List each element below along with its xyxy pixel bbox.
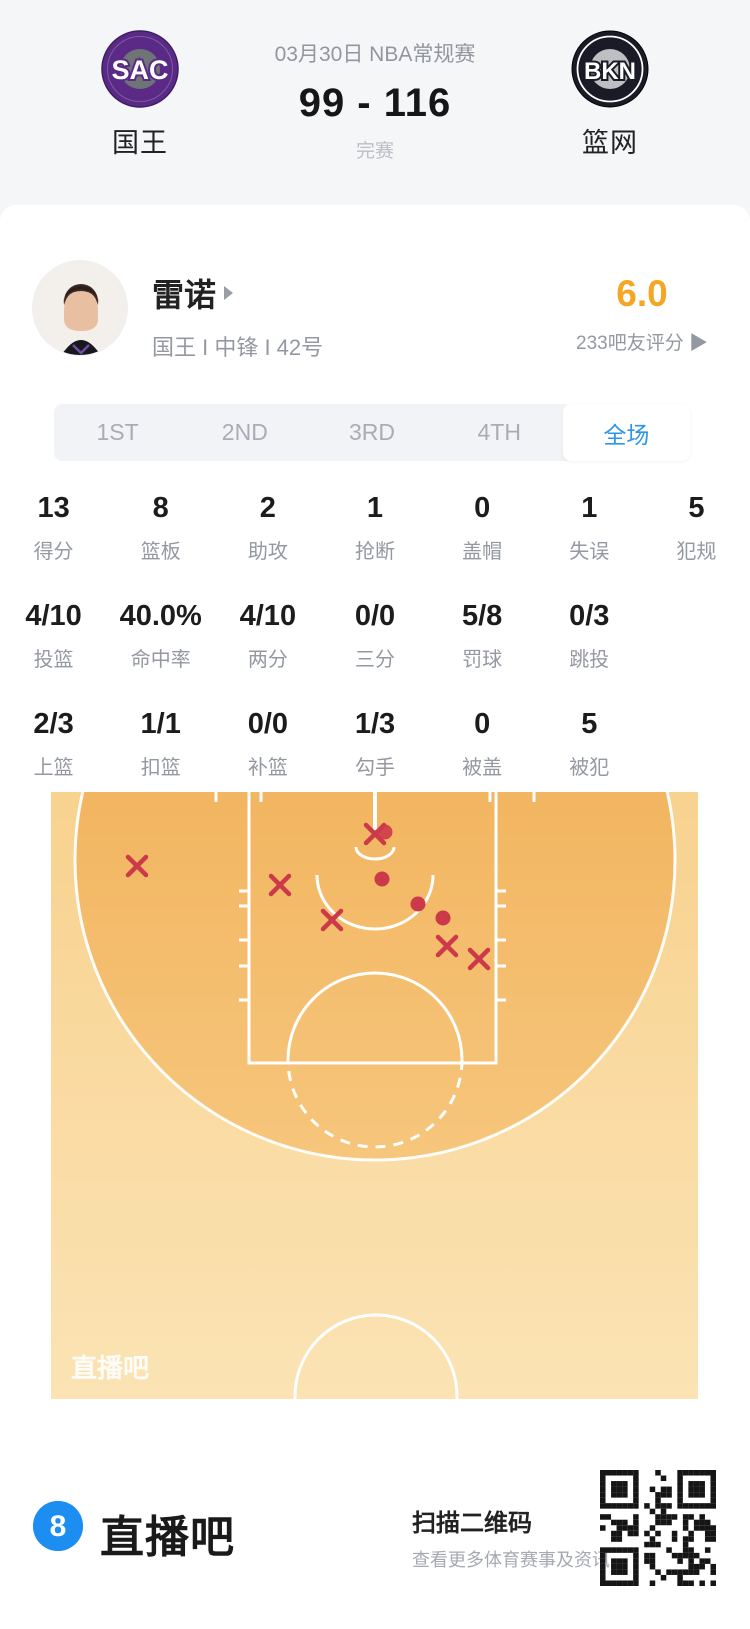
svg-text:BKN: BKN: [584, 58, 636, 85]
svg-text:直播吧: 直播吧: [71, 1353, 149, 1383]
svg-text:SAC: SAC: [111, 55, 168, 85]
svg-text:8: 8: [50, 1510, 67, 1543]
